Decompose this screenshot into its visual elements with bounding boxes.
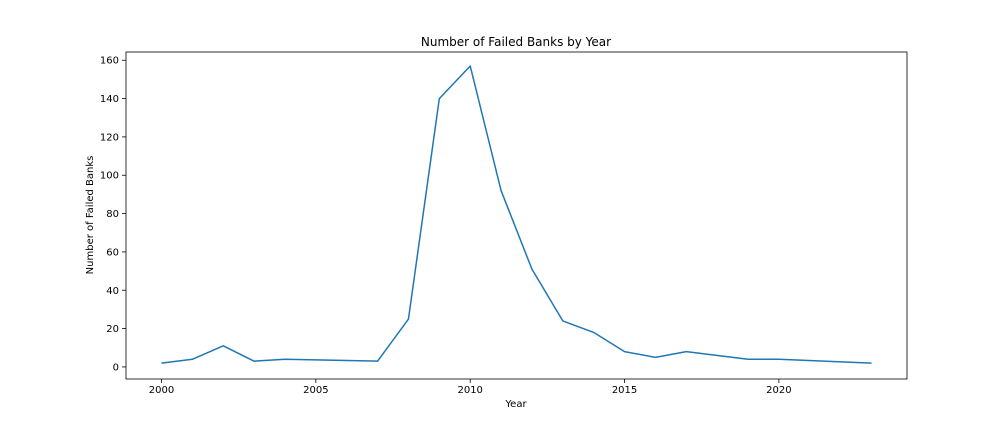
- y-tick-label: 120: [100, 132, 119, 143]
- y-tick-label: 40: [106, 286, 119, 297]
- x-tick-label: 2020: [766, 385, 791, 396]
- x-tick-label: 2005: [303, 385, 328, 396]
- plot-area: 2000 2005 2010 2015 2020 0 20 40 60 80 100 120 140 1…: [100, 51, 908, 396]
- x-tick-label: 2000: [149, 385, 174, 396]
- y-tick-label: 60: [106, 247, 119, 258]
- plot-frame: [125, 51, 908, 380]
- y-tick-label: 80: [106, 209, 119, 220]
- data-point: [623, 350, 626, 353]
- y-axis-label: Number of Failed Banks: [85, 156, 96, 275]
- x-tick-label: 2010: [457, 385, 482, 396]
- data-point: [870, 362, 873, 365]
- y-tick-label: 0: [113, 362, 119, 373]
- x-axis-label: Year: [504, 399, 527, 410]
- y-tick-label: 140: [100, 94, 119, 105]
- y-tick-label: 160: [100, 56, 119, 67]
- data-point: [191, 358, 194, 361]
- y-tick-label: 20: [106, 324, 119, 335]
- data-point: [530, 268, 533, 271]
- y-tick-label: 100: [100, 171, 119, 182]
- data-point: [253, 360, 256, 363]
- data-point: [376, 360, 379, 363]
- data-point: [407, 318, 410, 321]
- data-point: [747, 358, 750, 361]
- x-axis-ticks: 2000 2005 2010 2015 2020: [149, 379, 792, 396]
- data-point: [777, 358, 780, 361]
- data-point: [561, 319, 564, 322]
- data-point: [222, 344, 225, 347]
- x-tick-label: 2015: [612, 385, 637, 396]
- data-point: [685, 350, 688, 353]
- chart-title: Number of Failed Banks by Year: [421, 35, 611, 49]
- data-point: [283, 358, 286, 361]
- data-point: [592, 331, 595, 334]
- y-axis-ticks: 0 20 40 60 80 100 120 140 160: [100, 56, 126, 373]
- data-point: [438, 97, 441, 100]
- data-point: [160, 362, 163, 365]
- series-line: [161, 65, 872, 364]
- data-point: [654, 356, 657, 359]
- data-point: [469, 64, 472, 67]
- data-point: [500, 189, 503, 192]
